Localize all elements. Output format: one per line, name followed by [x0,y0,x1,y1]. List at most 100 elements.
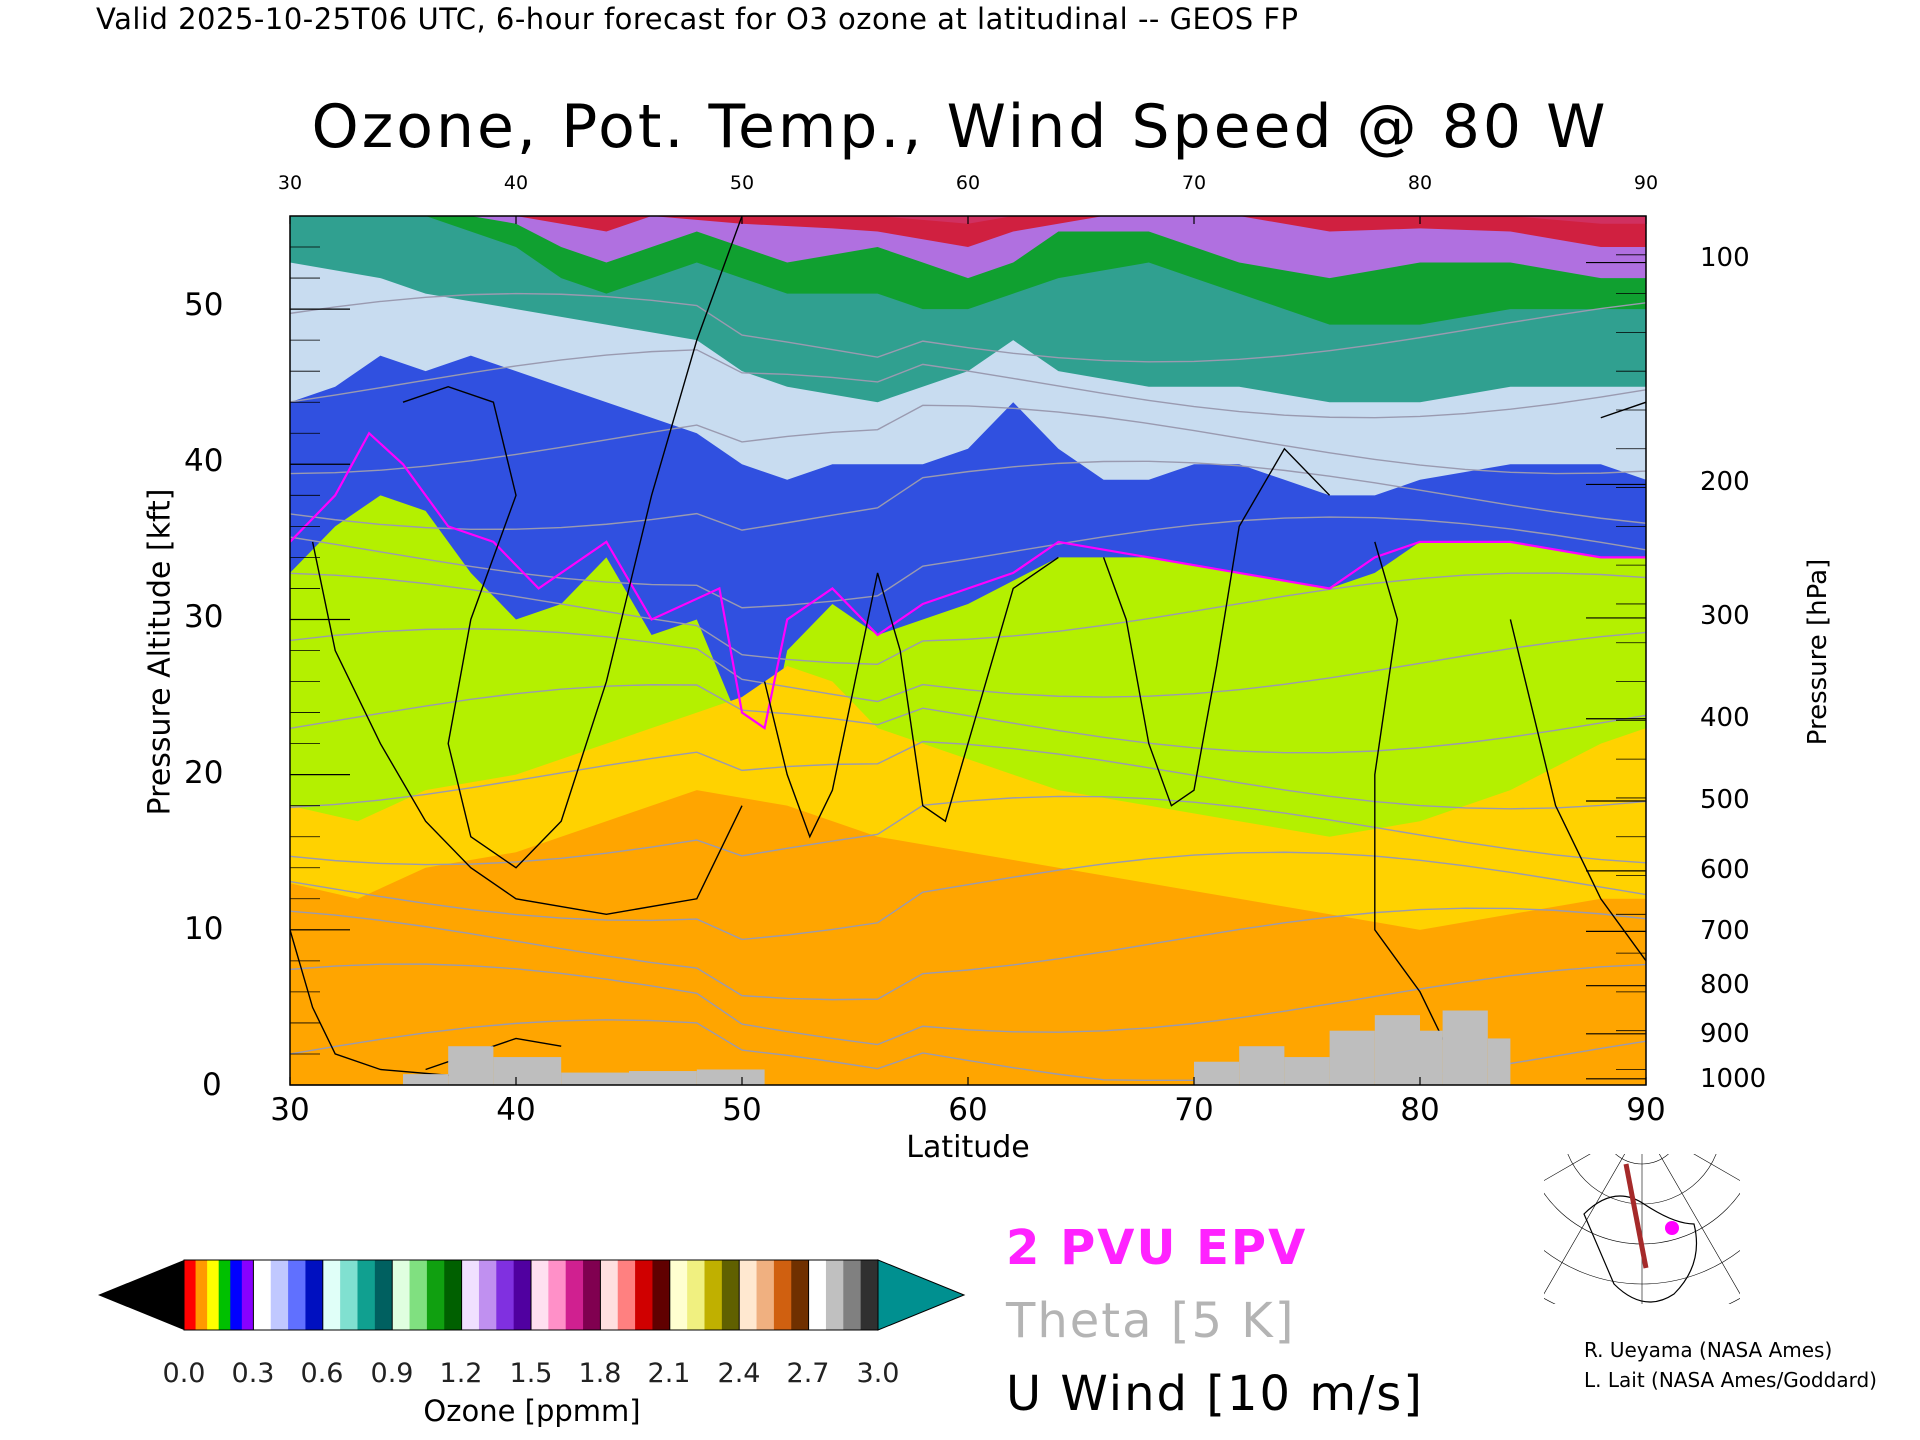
colorbar-cell [426,1260,445,1330]
terrain-block [1442,1010,1488,1085]
legend-uwind: U Wind [10 m/s] [1006,1366,1425,1422]
x-tick-bottom: 70 [1174,1092,1214,1128]
colorbar-cell [288,1260,306,1330]
legend-theta: Theta [5 K] [1006,1293,1296,1349]
colorbar-cell [444,1260,463,1330]
colorbar-cell [843,1260,862,1330]
credit-line: L. Lait (NASA Ames/Goddard) [1584,1368,1877,1392]
colorbar-cell [392,1260,411,1330]
terrain-block [493,1057,562,1085]
colorbar-low-extension [98,1260,184,1330]
epv-2pvu-line [290,431,1646,730]
colorbar-tick: 3.0 [856,1358,900,1389]
inset-meridian [1642,994,1867,1124]
terrain-block [1487,1038,1511,1085]
colorbar-cell [195,1260,208,1330]
pressure-tick: 800 [1700,970,1750,1000]
x-tick-bottom: 50 [722,1092,762,1128]
legend-epv: 2 PVU EPV [1006,1220,1308,1276]
theta-isoline [290,572,1646,665]
pressure-tick: 900 [1700,1019,1750,1049]
theta-isoline [290,404,1646,475]
colorbar-tick: 2.4 [717,1358,761,1389]
pressure-tick: 200 [1700,467,1750,497]
colorbar-cell [270,1260,289,1330]
terrain-block [1194,1061,1240,1085]
x-tick-bottom: 90 [1626,1092,1666,1128]
colorbar-cell [531,1260,549,1330]
valid-time-header: Valid 2025-10-25T06 UTC, 6-hour forecast… [96,2,1299,36]
x-tick-bottom: 80 [1400,1092,1440,1128]
x-tick-bottom: 40 [496,1092,536,1128]
inset-marker [1665,1221,1679,1235]
colorbar-cell [357,1260,376,1330]
colorbar-cell [635,1260,653,1330]
theta-isoline [290,795,1646,866]
colorbar-cell [617,1260,636,1330]
colorbar-cell [860,1260,879,1330]
colorbar-cell [565,1260,584,1330]
x-tick-bottom: 60 [948,1092,988,1128]
theta-isoline [290,628,1646,703]
u-wind-contour [311,541,743,916]
theta-isoline [290,292,1646,363]
colorbar-tick: 1.8 [578,1358,622,1389]
chart-title: Ozone, Pot. Temp., Wind Speed @ 80 W [311,92,1609,162]
terrain-block [1420,1030,1443,1085]
colorbar-cell [409,1260,428,1330]
colorbar-cell [184,1260,197,1330]
y2-axis-label: Pressure [hPa] [1803,558,1833,746]
u-wind-contour [290,929,471,1078]
colorbar-tick: 0.9 [370,1358,414,1389]
pressure-tick: 1000 [1700,1064,1767,1094]
terrain-block [1329,1030,1375,1085]
x-tick-top: 30 [277,172,303,194]
y-tick-left: 30 [184,599,224,635]
y-tick-left: 10 [184,911,224,947]
terrain-block [696,1069,765,1085]
theta-isoline [290,851,1646,941]
colorbar-cell [791,1260,810,1330]
colorbar-cell [478,1260,497,1330]
terrain-block [629,1071,697,1085]
pressure-tick: 700 [1700,916,1750,946]
x-tick-top: 90 [1633,172,1659,194]
y-tick-left: 0 [202,1067,222,1103]
inset-coastline [1583,1195,1698,1303]
colorbar-tick: 2.1 [647,1358,691,1389]
x-tick-top: 50 [729,172,755,194]
colorbar-tick: 1.5 [509,1358,553,1389]
colorbar-cell [461,1260,480,1330]
colorbar-cell [825,1260,844,1330]
inset-section-line [1623,1163,1649,1269]
x-axis-label: Latitude [906,1130,1030,1165]
theta-isoline [290,516,1646,609]
terrain-block [1239,1046,1285,1085]
theta-isoline [290,349,1646,419]
u-wind-contour [1509,619,1646,962]
colorbar-cell [374,1260,393,1330]
colorbar-tick: 0.0 [162,1358,206,1389]
colorbar-cell [773,1260,792,1330]
colorbar-cell [548,1260,567,1330]
colorbar-label: Ozone [ppmm] [423,1394,641,1428]
theta-isoline [290,684,1646,754]
inset-meridian [1658,1154,1740,1295]
colorbar-tick: 1.2 [439,1358,483,1389]
colorbar-cell [600,1260,619,1330]
colorbar-cell [230,1260,243,1330]
colorbar-cell [207,1260,220,1330]
colorbar-cell [669,1260,688,1330]
terrain-block [403,1074,449,1085]
pressure-tick: 300 [1700,601,1750,631]
x-tick-top: 40 [503,172,529,194]
inset-meridian [1544,1154,1626,1295]
colorbar-cell [218,1260,231,1330]
colorbar-cell [253,1260,272,1330]
x-tick-bottom: 30 [270,1092,310,1128]
y-tick-left: 20 [184,755,224,791]
u-wind-contour [763,556,1059,839]
colorbar-cell [756,1260,775,1330]
theta-isoline [290,907,1646,1001]
